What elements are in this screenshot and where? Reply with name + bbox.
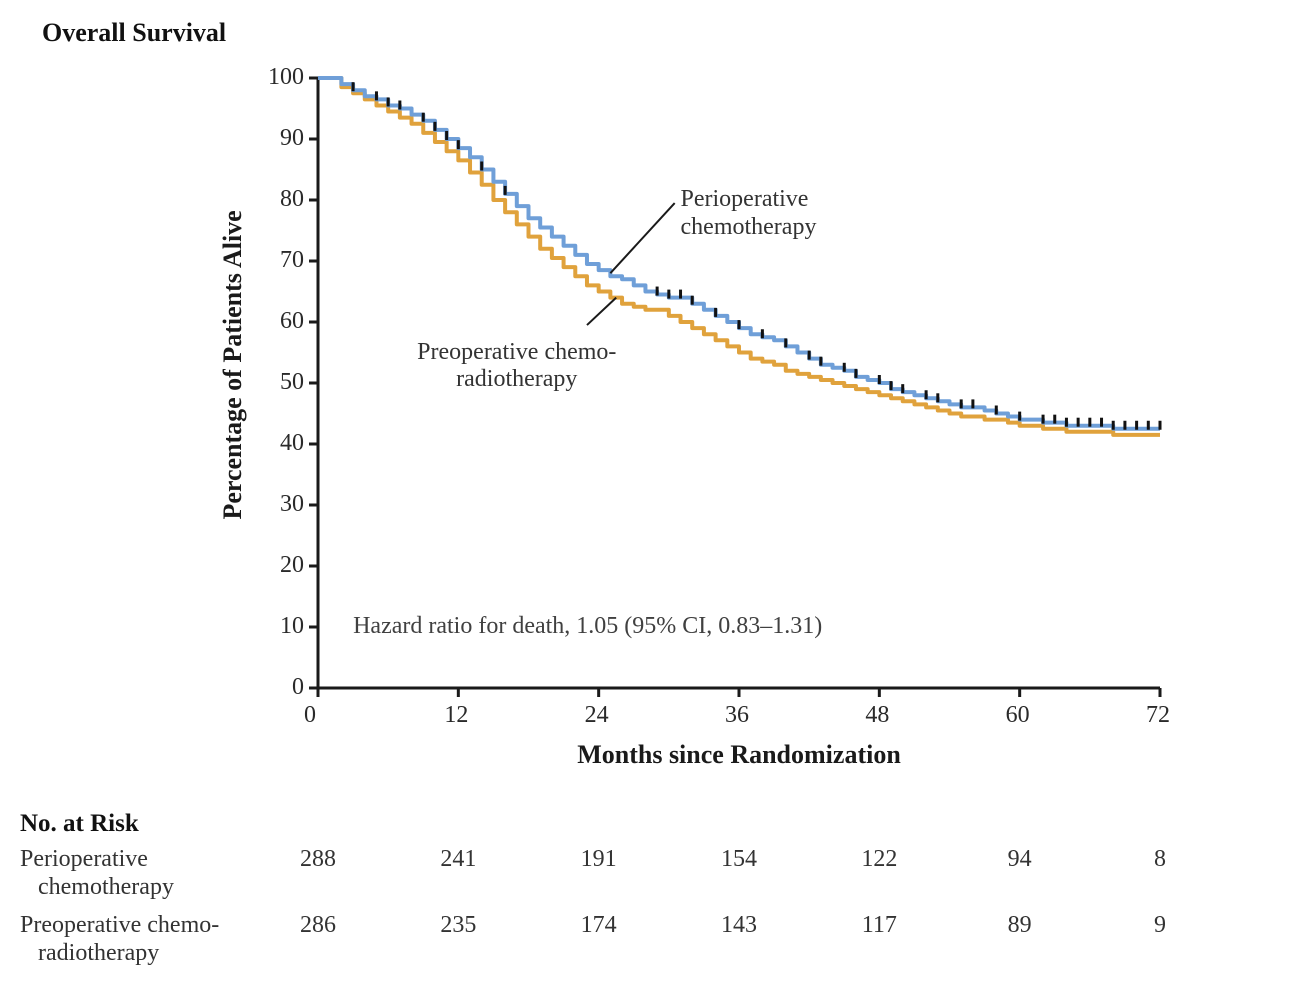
risk-row-label: Perioperativechemotherapy <box>20 846 174 901</box>
risk-table-header: No. at Risk <box>20 810 139 838</box>
risk-cell: 9 <box>1130 912 1190 939</box>
risk-row-label-line: chemotherapy <box>20 874 174 902</box>
x-tick-label: 48 <box>865 702 889 729</box>
risk-cell: 89 <box>990 912 1050 939</box>
x-tick-label: 0 <box>304 702 316 729</box>
risk-cell: 8 <box>1130 846 1190 873</box>
series-label-periop: Perioperativechemotherapy <box>681 186 817 241</box>
risk-cell: 288 <box>288 846 348 873</box>
risk-cell: 122 <box>849 846 909 873</box>
risk-row-label: Preoperative chemo-radiotherapy <box>20 912 219 967</box>
hazard-ratio-note: Hazard ratio for death, 1.05 (95% CI, 0.… <box>353 613 822 640</box>
y-tick-label: 0 <box>292 674 304 701</box>
x-tick-label: 12 <box>444 702 468 729</box>
x-tick-label: 36 <box>725 702 749 729</box>
risk-cell: 191 <box>569 846 629 873</box>
risk-cell: 241 <box>428 846 488 873</box>
y-tick-label: 10 <box>280 613 304 640</box>
risk-row-label-line: radiotherapy <box>20 940 219 968</box>
y-tick-label: 40 <box>280 430 304 457</box>
x-axis-label: Months since Randomization <box>318 740 1160 770</box>
y-tick-label: 100 <box>268 64 304 91</box>
y-tick-label: 50 <box>280 369 304 396</box>
y-tick-label: 90 <box>280 125 304 152</box>
series-label-line: Perioperative <box>681 186 817 214</box>
x-tick-label: 24 <box>585 702 609 729</box>
series-label-line: Preoperative chemo- <box>417 339 616 367</box>
y-tick-label: 30 <box>280 491 304 518</box>
risk-cell: 143 <box>709 912 769 939</box>
risk-cell: 117 <box>849 912 909 939</box>
risk-cell: 94 <box>990 846 1050 873</box>
y-axis-label: Percentage of Patients Alive <box>218 176 248 554</box>
risk-cell: 174 <box>569 912 629 939</box>
risk-cell: 235 <box>428 912 488 939</box>
y-tick-label: 80 <box>280 186 304 213</box>
y-tick-label: 70 <box>280 247 304 274</box>
x-tick-label: 60 <box>1006 702 1030 729</box>
series-label-preop: Preoperative chemo-radiotherapy <box>417 339 616 394</box>
risk-cell: 154 <box>709 846 769 873</box>
series-label-line: radiotherapy <box>417 366 616 394</box>
chart-title: Overall Survival <box>42 18 226 48</box>
risk-cell: 286 <box>288 912 348 939</box>
risk-row-label-line: Perioperative <box>20 846 174 874</box>
risk-row-label-line: Preoperative chemo- <box>20 912 219 940</box>
y-tick-label: 20 <box>280 552 304 579</box>
x-tick-label: 72 <box>1146 702 1170 729</box>
y-tick-label: 60 <box>280 308 304 335</box>
series-label-line: chemotherapy <box>681 214 817 242</box>
